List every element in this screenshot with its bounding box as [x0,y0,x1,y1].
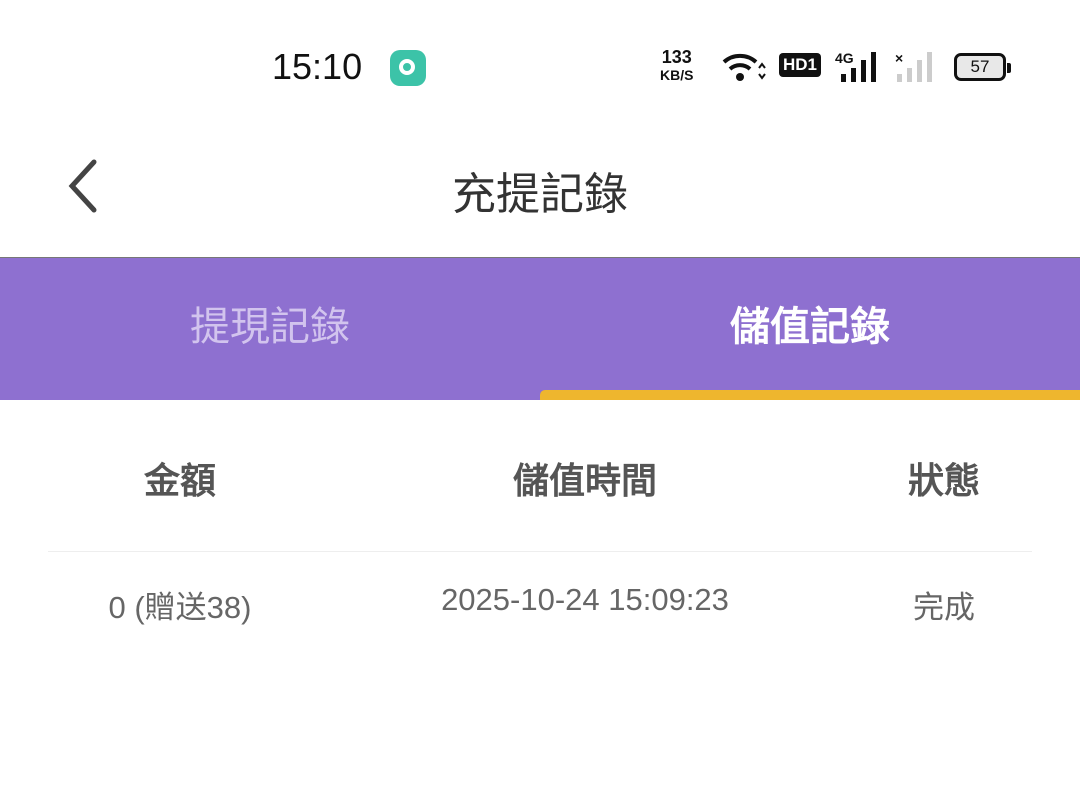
net-speed-value: 133 [661,47,692,67]
svg-text:4G: 4G [835,50,854,66]
svg-text:×: × [895,50,903,66]
hd-voice-icon: HD1 [779,53,822,77]
music-app-icon [390,50,426,86]
page-title: 充提記錄 [452,169,628,220]
cell-status: 完成 [913,590,975,625]
signal-no-service-icon: × [895,50,932,82]
battery-icon: 57 [954,53,1011,81]
chevron-left-icon[interactable] [62,156,102,216]
cell-time: 2025-10-24 15:09:23 [441,582,729,617]
signal-4g-icon: 4G [835,50,876,82]
wifi-icon [722,53,766,81]
column-header-amount: 金額 [143,461,216,502]
column-header-time: 儲值時間 [512,461,657,502]
net-speed: 133 KB/S [660,48,693,84]
active-tab-indicator [540,390,1080,400]
tab-bar: 提現記錄 儲值記錄 [0,257,1080,400]
column-header-status: 狀態 [907,461,980,502]
cell-amount: 0 (贈送38) [108,590,252,625]
tab-withdraw-records[interactable]: 提現記錄 [190,304,350,350]
net-speed-unit: KB/S [660,67,694,83]
status-time: 15:10 [272,46,363,87]
divider [48,551,1032,552]
tab-deposit-records[interactable]: 儲值記錄 [730,304,890,350]
